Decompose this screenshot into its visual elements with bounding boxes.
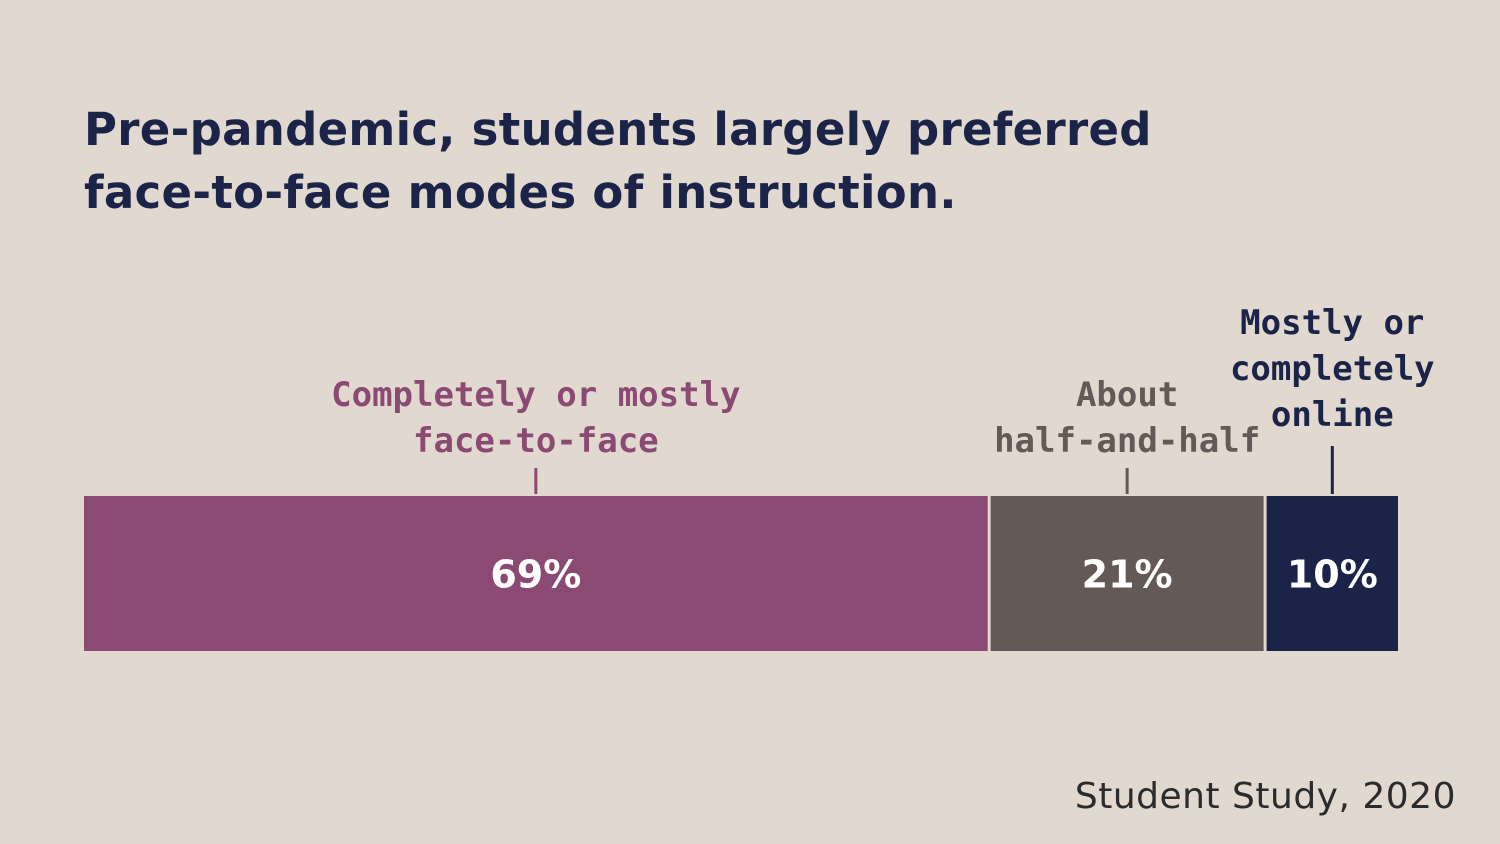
bar-value-label-3: 10%: [1287, 553, 1378, 597]
bar-segment-3: [1266, 496, 1398, 651]
category-label-1-line-1: Completely or mostly: [331, 375, 740, 415]
chart-title-line-2: face-to-face modes of instruction.: [84, 166, 957, 219]
category-label-3-line-2: completely: [1230, 349, 1435, 389]
chart-title-line-1: Pre-pandemic, students largely preferred: [84, 103, 1152, 156]
category-label-3-line-1: Mostly or: [1240, 303, 1424, 343]
category-label-2-line-2: half-and-half: [994, 421, 1260, 461]
category-label-1-line-2: face-to-face: [413, 421, 659, 461]
bar-segment-1: [84, 496, 988, 651]
category-label-3-line-3: online: [1271, 395, 1394, 435]
category-label-2-line-1: About: [1076, 375, 1178, 415]
chart-title: Pre-pandemic, students largely preferred…: [84, 98, 1284, 224]
bar-value-label-2: 21%: [1082, 553, 1173, 597]
source-note: Student Study, 2020: [1074, 776, 1456, 817]
bar-value-label-1: 69%: [490, 553, 581, 597]
bar-segment-2: [990, 496, 1264, 651]
